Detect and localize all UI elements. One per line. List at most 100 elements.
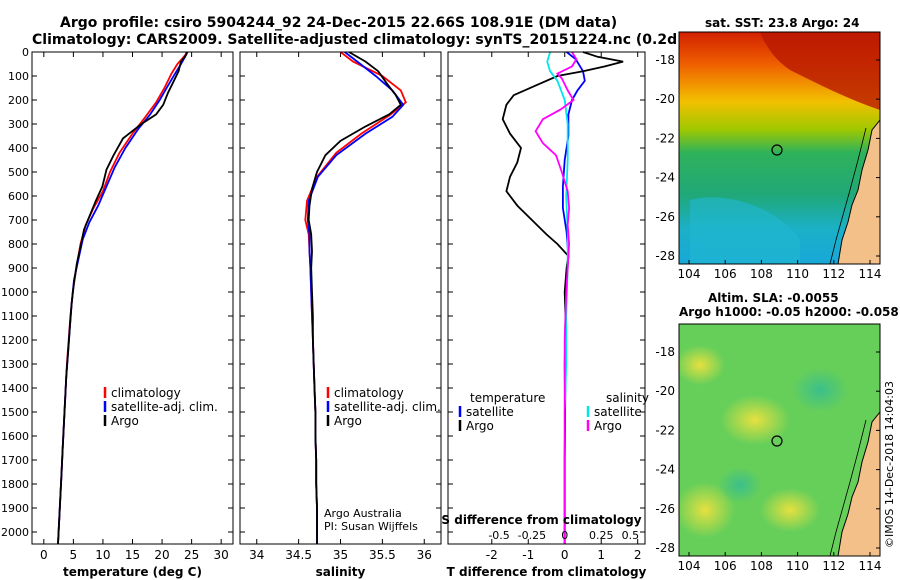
map-lat-label: -20 [655,384,675,398]
map-lon-label: 108 [750,559,773,573]
legend-label: satellite [594,405,642,419]
secondary-xlabel: S difference from climatology [441,513,641,527]
header-title-line1: Argo profile: csiro 5904244_92 24-Dec-20… [60,15,617,31]
sst-shelf-line [829,127,867,265]
map-lon-label: 106 [714,559,737,573]
map-lon-label: 110 [786,267,809,281]
depth-tick-label: 300 [8,118,29,131]
secondary-xtick-label: 0 [561,529,568,542]
salinity-panel: 34 34.5 35 35.5 36 salinity climatologysatelli… [239,51,442,579]
salinity-plot-area [240,52,441,544]
differences-xtick-label: 2 [634,548,642,562]
depth-tick-label: 200 [8,94,29,107]
map-lat-label: -28 [655,249,675,263]
map-lon-label: 110 [786,559,809,573]
sst-map-title: sat. SST: 23.8 Argo: 24 [705,16,859,30]
map-lon-label: 112 [822,267,845,281]
map-lon-label: 114 [859,267,882,281]
depth-tick-label: 1500 [1,406,29,419]
sst-map-ticks: 104 106 108 110 112 114 -18 -20 -22 -24 -26 -28 [655,53,881,281]
legend-label: climatology [334,386,404,400]
differences-plot-area [448,52,645,544]
sst-cool-patch [690,197,800,264]
salinity-series-argo [307,51,402,544]
differences-xtick-label: -2 [486,548,498,562]
temperature-frame [31,51,234,545]
sla-argo-marker [771,435,783,447]
salinity-xtick-label: 34.5 [285,548,312,562]
map-lat-label: -18 [655,53,675,67]
sla-high-4 [760,488,820,532]
sla-map-title-line2: Argo h1000: -0.05 h2000: -0.058 [679,305,899,319]
salinity-xtick-label: 35.5 [369,548,396,562]
salinity-xtick-label: 36 [417,548,432,562]
map-lat-label: -28 [655,541,675,555]
differences-series-salinity-argo [534,51,578,544]
sla-map-frame [678,323,881,557]
sla-shelf-line [829,419,867,557]
sla-map-ticks: 104 106 108 110 112 114 -18 -20 -22 -24 -26 -28 [655,345,881,573]
temperature-xtick-label: 5 [70,548,78,562]
sst-map-frame [678,31,881,265]
sla-low-1 [718,467,762,503]
legend-label: satellite [466,405,514,419]
depth-tick-label: 1300 [1,358,29,371]
depth-tick-label: 1700 [1,454,29,467]
differences-xtick-label: 1 [597,548,605,562]
map-lat-label: -26 [655,502,675,516]
sst-warm-core [760,32,880,110]
legend-label: Argo [594,419,622,433]
legend-label: satellite-adj. clim. [334,400,441,414]
depth-tick-label: 500 [8,166,29,179]
map-lon-label: 112 [822,559,845,573]
secondary-xtick-label: 0.5 [622,529,640,542]
depth-tick-label: 0 [22,46,29,59]
credit-annotation: Argo Australia [324,507,402,520]
legend-label: Argo [334,414,362,428]
map-lon-label: 104 [678,267,701,281]
depth-tick-label: 400 [8,142,29,155]
salinity-frame [239,51,442,545]
map-lat-label: -24 [655,171,675,185]
legend-label: climatology [111,386,181,400]
map-lon-label: 106 [714,267,737,281]
temperature-xtick-label: 20 [154,548,169,562]
temperature-xtick-label: 0 [40,548,48,562]
sla-high-2 [720,395,790,445]
map-lon-label: 108 [750,267,773,281]
temperature-xlabel: temperature (deg C) [63,565,202,579]
secondary-xtick-label: -0.5 [488,529,509,542]
depth-tick-label: 1900 [1,502,29,515]
salinity-xtick-label: 35 [333,548,348,562]
differences-xtick-label: -1 [522,548,534,562]
depth-tick-label: 800 [8,238,29,251]
differences-xlabel: T difference from climatology [447,565,647,579]
sst-map [678,31,881,265]
temperature-xtick-label: 10 [95,548,110,562]
map-lat-label: -26 [655,210,675,224]
map-lon-label: 114 [859,559,882,573]
sla-low-2 [792,368,848,412]
salinity-xlabel: salinity [316,565,366,579]
map-lat-label: -20 [655,92,675,106]
sst-argo-marker [771,144,783,156]
legend-group-title: salinity [606,391,649,405]
depth-tick-label: 1800 [1,478,29,491]
depth-tick-label: 1100 [1,310,29,323]
salinity-xtick-label: 34 [249,548,264,562]
imos-watermark: ©IMOS 14-Dec-2018 14:04:03 [883,381,896,548]
temperature-xtick-label: 15 [125,548,140,562]
map-lat-label: -22 [655,131,675,145]
header-title-line2: Climatology: CARS2009. Satellite-adjuste… [32,32,740,48]
depth-tick-label: 900 [8,262,29,275]
credit-annotation: PI: Susan Wijffels [324,520,418,533]
depth-tick-label: 700 [8,214,29,227]
depth-tick-label: 1200 [1,334,29,347]
temperature-xtick-label: 25 [184,548,199,562]
temperature-xtick-label: 30 [214,548,229,562]
differences-xtick-label: 0 [561,548,569,562]
secondary-xtick-label: -0.25 [518,529,546,542]
temperature-series-argo [57,51,189,545]
